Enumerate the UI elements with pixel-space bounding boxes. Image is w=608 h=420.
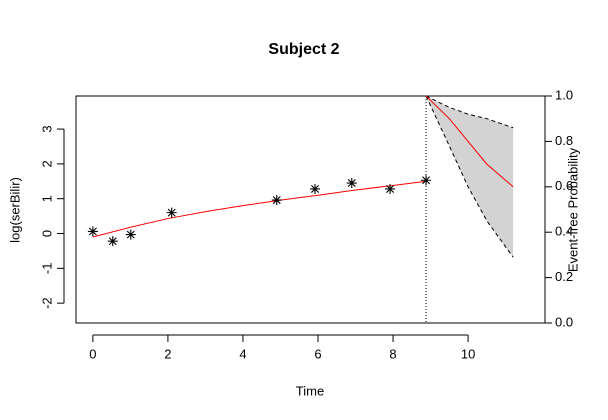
confidence-band: [426, 96, 514, 258]
y-axis-label: log(serBilir): [7, 177, 22, 243]
series-line: [425, 95, 514, 188]
band-lower: [425, 95, 514, 258]
x-tick-label: 8: [389, 346, 396, 361]
y2-tick-label: 0.8: [555, 133, 573, 148]
y2-tick-label: 0.0: [555, 314, 573, 329]
x-tick-label: 6: [314, 346, 321, 361]
x-tick-label: 0: [89, 346, 96, 361]
y2-tick-label: 0.6: [555, 178, 573, 193]
y2-tick-label: 1.0: [555, 87, 573, 102]
y-tick-label: 1: [39, 195, 54, 202]
x-axis-label: Time: [296, 383, 324, 398]
data-point: [385, 183, 396, 194]
data-point: [310, 183, 321, 194]
x-tick-label: 2: [164, 346, 171, 361]
chart-title: Subject 2: [268, 41, 339, 58]
y2-tick-label: 0.2: [555, 269, 573, 284]
series-line: [92, 180, 427, 238]
data-point: [107, 236, 118, 247]
y-tick-label: 2: [39, 160, 54, 167]
data-point: [346, 178, 357, 189]
y2-tick-label: 0.4: [555, 224, 573, 239]
data-point: [421, 175, 432, 186]
data-point: [87, 226, 98, 237]
x-tick-label: 4: [239, 346, 246, 361]
y-tick-label: 3: [39, 125, 54, 132]
y-tick-label: -2: [39, 297, 54, 309]
data-point: [166, 207, 177, 218]
y-tick-label: -1: [39, 263, 54, 275]
y-tick-label: 0: [39, 230, 54, 237]
y2-axis-label: Event-free Probability: [565, 147, 580, 272]
data-point: [125, 229, 136, 240]
x-tick-label: 10: [461, 346, 475, 361]
data-point: [271, 195, 282, 206]
band-upper: [425, 95, 514, 129]
